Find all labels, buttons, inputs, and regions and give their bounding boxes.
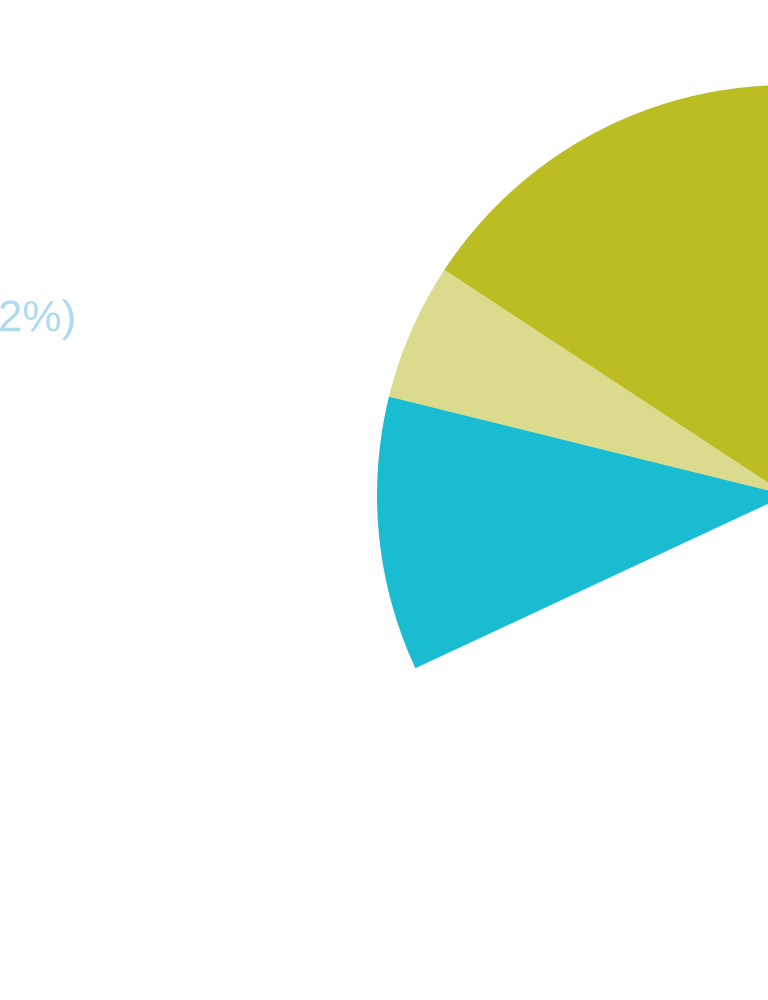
pie-slice-6: [415, 503, 768, 905]
pie-slice-1: [388, 269, 768, 491]
pie-slices: [377, 85, 768, 905]
pie-slice-2: [444, 85, 768, 483]
slice-label: 2%): [0, 292, 76, 341]
pie-slice-0: [377, 396, 768, 669]
